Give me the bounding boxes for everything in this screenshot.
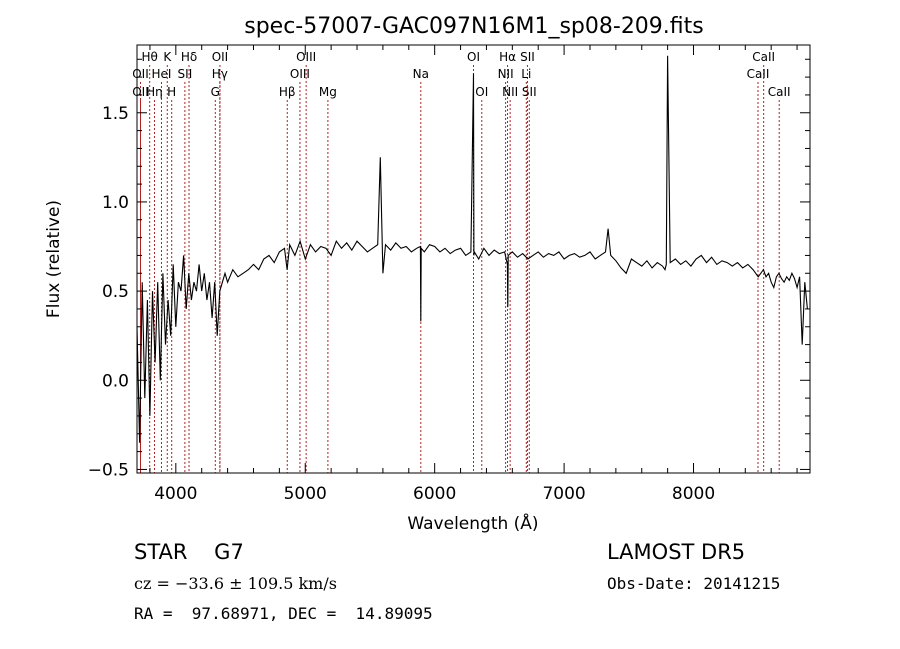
line-label: SII [520,50,535,64]
spectrum-series [136,55,808,443]
line-label: Hγ [212,67,228,81]
observation-date: Obs-Date: 20141215 [607,574,781,593]
line-label: CaII [747,67,770,81]
line-label: OII [212,50,229,64]
line-label: NII [502,85,518,99]
x-tick-label: 8000 [672,484,715,504]
line-label: Na [413,67,429,81]
y-tick-label: 0.5 [102,282,129,302]
line-label: CaII [768,85,791,99]
y-tick-label: 0.0 [102,371,129,391]
x-tick-label: 5000 [284,484,327,504]
y-tick-label: 1.5 [102,104,129,124]
spectrum-line [136,55,808,443]
x-axis-label: Wavelength (Å) [407,512,538,534]
line-label: OIII [296,50,316,64]
chart-title: spec-57007-GAC097N16M1_sp08-209.fits [244,14,704,39]
line-label: OIII [290,67,310,81]
line-label: Hη [146,85,163,99]
line-label: OII [132,67,149,81]
x-tick-label: 6000 [413,484,456,504]
object-class: STAR G7 [134,540,244,564]
line-label: Li [521,67,531,81]
redshift-velocity: cz = −33.6 ± 109.5 km/s [134,574,337,593]
line-label: OI [475,85,488,99]
line-label: HeI [151,67,171,81]
line-label: CaII [752,50,775,64]
x-tick-label: 7000 [542,484,585,504]
y-axis-ticks: −0.5 0.0 0.5 1.0 1.5 [88,58,810,480]
line-label: Hθ [141,50,157,64]
line-label: OI [467,50,480,64]
line-label: G [211,85,220,99]
plot-frame [136,44,811,474]
line-label: NII [498,67,514,81]
x-tick-label: 4000 [154,484,197,504]
coordinates: RA = 97.68971, DEC = 14.89095 [134,604,433,623]
y-tick-label: 1.0 [102,193,129,213]
y-tick-label: −0.5 [88,460,129,480]
line-label: SII [178,67,193,81]
y-axis-label: Flux (relative) [44,200,64,318]
line-label: Hδ [181,50,197,64]
line-label: Mg [319,85,337,99]
line-label: H [167,85,176,99]
line-label: Hβ [279,85,296,99]
line-label: OII [132,85,149,99]
x-axis-ticks: 4000 5000 6000 7000 8000 [149,45,798,504]
line-label: SII [522,85,537,99]
survey-name: LAMOST DR5 [607,540,746,564]
line-label: K [163,50,172,64]
line-label: Hα [499,50,516,64]
